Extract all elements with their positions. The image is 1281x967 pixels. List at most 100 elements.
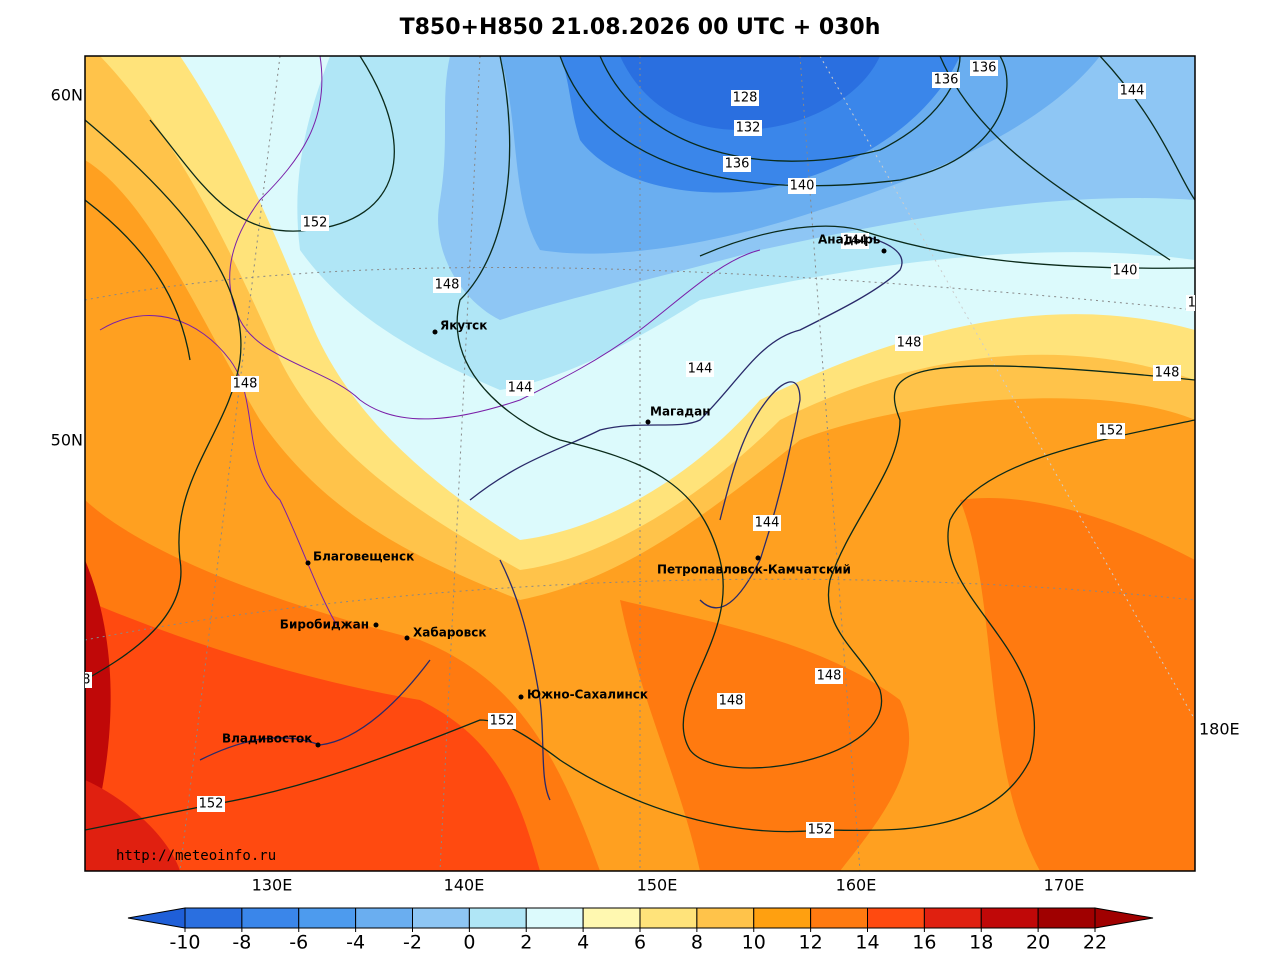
contour-label: 132 xyxy=(734,120,762,136)
contour-label-text: 148 xyxy=(66,673,91,688)
colorbar-box xyxy=(1037,907,1096,929)
city-name: Благовещенск xyxy=(313,550,414,564)
colorbar-tick-label: -2 xyxy=(403,932,422,954)
contour-label-bg xyxy=(1153,365,1181,381)
city-name: Петропавловск-Камчатский xyxy=(657,563,851,577)
contour-label-bg xyxy=(1186,295,1195,311)
contour-label-bg xyxy=(723,156,751,172)
colorbar-box xyxy=(468,907,527,929)
city-dot xyxy=(645,419,651,425)
contour-label: 152 xyxy=(806,822,834,838)
contour-label-bg xyxy=(1097,423,1125,439)
contour-label: 148 xyxy=(717,693,745,709)
contour-label-bg xyxy=(433,277,461,293)
colorbar-tick-label: 22 xyxy=(1083,932,1107,954)
contour-label-bg xyxy=(1118,83,1146,99)
contour-label-text: 144 xyxy=(755,516,780,531)
contour-label-text: 140 xyxy=(1113,264,1138,279)
colorbar-box xyxy=(355,907,413,929)
colorbar-box xyxy=(412,907,470,929)
colorbar-tick-label: 16 xyxy=(912,932,936,954)
city-name: Владивосток xyxy=(222,732,312,746)
lon-label: 160E xyxy=(836,876,877,895)
contour-label-bg xyxy=(731,90,759,106)
lon-label: 150E xyxy=(637,876,678,895)
contour-label-bg xyxy=(717,693,745,709)
contour-label-bg xyxy=(197,796,225,812)
city-dot xyxy=(432,329,438,335)
contour-label-text: 140 xyxy=(1188,296,1213,311)
contour-label-bg xyxy=(815,668,843,684)
contour-label-text: 148 xyxy=(1155,366,1180,381)
contour-label: 148 xyxy=(66,672,92,688)
colorbar-box xyxy=(980,907,1039,929)
colorbar-box xyxy=(696,907,755,929)
colorbar-under xyxy=(127,907,186,929)
colorbar-box xyxy=(923,907,982,929)
colorbar-box xyxy=(241,907,300,929)
contour-label-bg xyxy=(506,380,534,396)
contour-label-text: 144 xyxy=(508,381,533,396)
contour-label: 152 xyxy=(197,796,225,812)
colorbar-box xyxy=(753,907,812,929)
contour-label-text: 148 xyxy=(719,694,744,709)
city-dot xyxy=(755,555,761,561)
lon-label: 180E xyxy=(1199,720,1240,739)
colorbar-tick-label: 2 xyxy=(520,932,532,954)
contour-label-text: 152 xyxy=(490,714,515,729)
contour-label: 148 xyxy=(433,277,461,293)
contour-label: 144 xyxy=(753,515,781,531)
city-dot xyxy=(881,248,887,254)
colorbar-box xyxy=(184,907,243,929)
colorbar-tick-label: 8 xyxy=(691,932,703,954)
contour-label-text: 152 xyxy=(303,216,328,231)
contour-label: 144 xyxy=(1118,83,1146,99)
lon-label: 130E xyxy=(252,876,293,895)
contour-label: 152 xyxy=(1097,423,1125,439)
contour-label: 152 xyxy=(301,215,329,231)
city-name: Хабаровск xyxy=(413,626,487,640)
city-name: Якутск xyxy=(440,319,487,333)
city-dot xyxy=(315,742,321,748)
colorbar-box xyxy=(525,907,584,929)
contour-label-bg xyxy=(788,178,816,194)
city-dot xyxy=(305,560,311,566)
lon-label: 170E xyxy=(1044,876,1085,895)
city-name: Магадан xyxy=(650,405,711,419)
colorbar-tick-label: 14 xyxy=(855,932,879,954)
lat-label: 60N xyxy=(51,86,83,105)
colorbar-tick-label: -4 xyxy=(346,932,365,954)
contour-label-bg xyxy=(895,335,923,351)
contour-label: 148 xyxy=(1153,365,1181,381)
colorbar-tick-label: -10 xyxy=(169,932,200,954)
colorbar-tick-label: -8 xyxy=(232,932,251,954)
contour-label: 148 xyxy=(231,376,259,392)
contour-label-text: 148 xyxy=(435,278,460,293)
contour-label-text: 144 xyxy=(1120,84,1145,99)
contour-label: 140 xyxy=(1111,263,1139,279)
contour-label-bg xyxy=(806,822,834,838)
map-frame xyxy=(84,55,1196,872)
contour-label: 140 xyxy=(788,178,816,194)
colorbar-box xyxy=(639,907,698,929)
city-name: Анадырь xyxy=(818,233,881,247)
contour-label-text: 144 xyxy=(688,362,713,377)
contour-label-bg xyxy=(970,60,998,76)
contour-label-bg xyxy=(932,72,960,88)
city-dot xyxy=(518,694,524,700)
contour-label-bg xyxy=(1111,263,1139,279)
contour-label-bg xyxy=(488,713,516,729)
contour-label: 128 xyxy=(731,90,759,106)
contour-label-text: 128 xyxy=(733,91,758,106)
contour-label-bg xyxy=(301,215,329,231)
colorbar-box xyxy=(582,907,641,929)
city-dot xyxy=(404,635,410,641)
contour-label-text: 136 xyxy=(934,73,959,88)
contour-label-text: 136 xyxy=(972,61,997,76)
contour-label: 152 xyxy=(488,713,516,729)
source-url: http://meteoinfo.ru xyxy=(116,848,276,864)
contour-label-text: 148 xyxy=(817,669,842,684)
contour-label-bg xyxy=(85,672,92,688)
title: T850+H850 21.08.2026 00 UTC + 030h xyxy=(400,15,881,40)
